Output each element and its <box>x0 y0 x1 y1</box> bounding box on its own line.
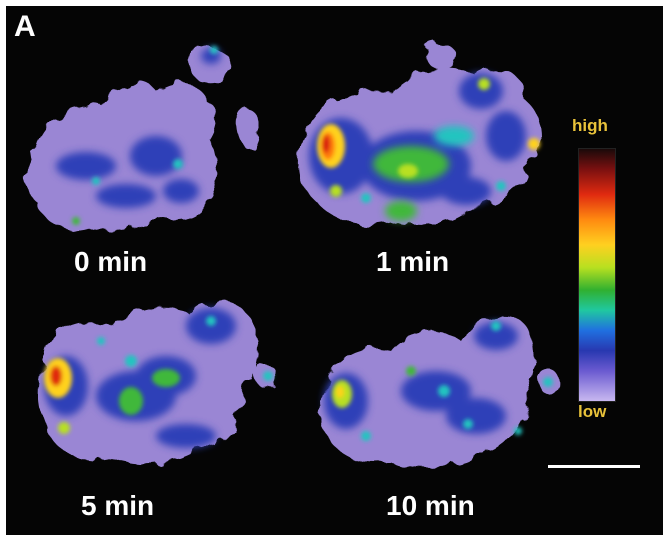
time-label-10-min: 10 min <box>386 490 475 521</box>
cell-images <box>25 41 559 467</box>
intensity-colorbar <box>578 148 616 402</box>
panel-label: A <box>14 10 36 43</box>
colorbar-high-label: high <box>572 116 608 135</box>
colorbar-low-label: low <box>578 402 607 421</box>
scale-bar <box>548 465 640 468</box>
microscopy-figure: A 0 min 1 min 5 min 10 min high low <box>6 6 663 535</box>
time-label-1-min: 1 min <box>376 246 450 277</box>
time-label-5-min: 5 min <box>81 490 155 521</box>
time-label-0-min: 0 min <box>74 246 148 277</box>
